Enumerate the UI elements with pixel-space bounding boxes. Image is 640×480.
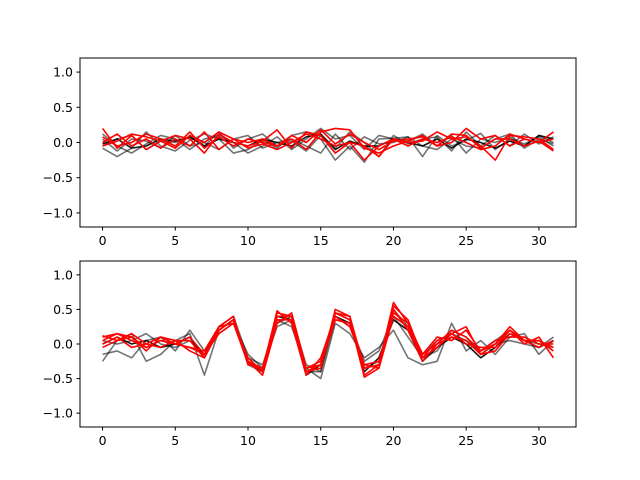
x-tick-label: 15	[313, 233, 329, 248]
axes-frame	[79, 260, 577, 428]
y-tick-label: 0.5	[53, 302, 73, 317]
y-tick-label: −1.0	[43, 406, 73, 421]
series-group	[101, 127, 554, 164]
red-series-line-7	[102, 127, 554, 154]
x-tick-label: 25	[458, 233, 474, 248]
subplot-1: 0 5 10 15 20 25 30 −1.0 −0.5 0.0 0.5 1.0	[43, 57, 577, 248]
y-tick-label: 0.5	[53, 100, 73, 115]
x-tick-label: 30	[531, 233, 547, 248]
y-tick-label: −0.5	[43, 170, 73, 185]
gray-series-line-1	[101, 318, 555, 380]
x-tick-label: 10	[240, 233, 256, 248]
x-tick-label: 20	[386, 233, 402, 248]
x-tick-label: 5	[171, 233, 179, 248]
gray-series-line-1	[102, 131, 554, 164]
red-series-line-9	[102, 127, 554, 151]
y-tick-label: 1.0	[53, 267, 73, 282]
y-tick-label: 1.0	[53, 65, 73, 80]
y-tick-label: −1.0	[43, 205, 73, 220]
x-tick-label: 0	[99, 433, 107, 448]
y-tick-label: 0.0	[53, 135, 73, 150]
x-tick-label: 15	[313, 433, 329, 448]
x-tick-label: 10	[240, 433, 256, 448]
x-tick-label: 20	[386, 433, 402, 448]
red-series-line-8	[102, 131, 554, 161]
x-tick-label: 25	[458, 433, 474, 448]
series-group	[101, 301, 555, 380]
red-series-line-6	[101, 127, 554, 158]
x-tick-label: 5	[171, 433, 179, 448]
axes-frame	[79, 57, 577, 228]
y-tick-label: −0.5	[43, 371, 73, 386]
x-tick-label: 0	[99, 233, 107, 248]
subplot-2: 0 5 10 15 20 25 30 −1.0 −0.5 0.0 0.5 1.0	[43, 260, 577, 448]
red-series-line-9	[102, 308, 554, 373]
x-tick-label: 30	[531, 433, 547, 448]
y-tick-label: 0.0	[53, 337, 73, 352]
